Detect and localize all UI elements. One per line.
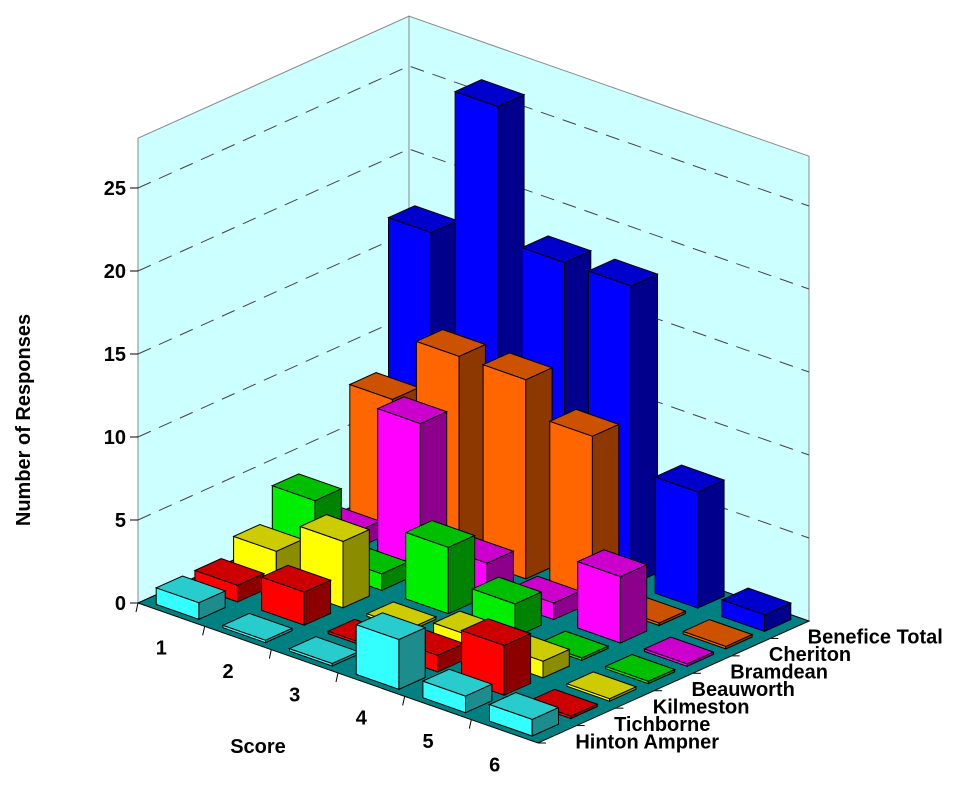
bar-top [604,653,677,682]
bar-top [354,612,427,641]
x-tick [402,696,406,706]
x-axis-title: Score [230,736,286,758]
bar-top [548,408,621,437]
bar-top [460,618,532,646]
x-tick [135,602,139,613]
series-label: Cheriton [769,644,851,666]
y-tick-label: 20 [104,261,126,283]
bar-top [653,464,726,493]
bar [488,692,560,737]
y-tick-label: 25 [104,178,126,200]
bar-side [342,528,370,609]
series-label: Beauworth [692,679,795,701]
bar [481,352,554,580]
bar-top [643,636,715,665]
x-tick [202,626,206,636]
x-tick [335,672,339,683]
bar-top [260,564,332,593]
bar-top [376,396,449,425]
bar-front [654,476,699,609]
chart-bars [154,79,793,737]
bar-top [481,352,554,381]
bar [232,523,304,586]
bar-side [697,479,725,609]
chart-labels: 0 5 10 15 20 25 1 2 3 4 5 6 Hinton AmpnerTichborneKi… [104,178,943,776]
x-tick [468,719,472,729]
bar-side [619,563,648,644]
bar-top [587,258,659,287]
bar [193,557,266,603]
bar-side [458,343,486,557]
bar [576,549,649,644]
bar [604,653,677,685]
bar [681,619,754,650]
bar-top [154,575,227,604]
bar [404,519,477,615]
bar-side [447,534,476,615]
bar-side [630,273,658,586]
x-tick-label: 4 [356,708,368,730]
bar [154,575,227,621]
bar-top [720,587,793,616]
y-tick-label: 5 [115,510,126,532]
x-tick-label: 2 [222,661,233,683]
bar [565,671,638,702]
gridline [137,314,810,456]
bar [421,668,494,714]
x-tick-label: 1 [156,638,167,660]
gridline [137,231,810,373]
series-label: Hinton Ampner [575,731,719,753]
bar-top [681,619,754,647]
x-tick-label: 6 [489,754,500,776]
bar-top [404,519,477,548]
y-tick-label: 10 [104,427,126,449]
bar-top [421,668,494,697]
bar-top [415,329,487,357]
x-tick-label: 5 [422,731,433,753]
bar-top [453,79,526,108]
bar [643,636,715,668]
series-label: Kilmeston [653,696,750,718]
bar [720,587,793,633]
bar-top [470,576,543,605]
bar [354,612,427,691]
x-tick-label: 3 [289,684,300,706]
bar-top [298,514,371,542]
y-tick-label: 0 [115,593,126,615]
bar-top [520,235,593,264]
series-label: Benefice Total [808,627,943,649]
series-label: Bramdean [730,662,828,684]
bar-top [576,549,649,578]
gridline [137,65,810,207]
bar-top [565,671,638,700]
gridline [137,148,810,290]
bar [221,612,294,644]
bar-side [525,367,553,580]
y-tick-label: 15 [104,344,126,366]
bar-top [193,557,266,586]
x-tick [268,649,272,659]
y-axis-title: Number of Responses [13,314,35,526]
bar [288,636,360,667]
bar-top [221,612,294,641]
bar [260,564,332,626]
bar-top [488,692,560,720]
bar [653,464,726,609]
series-label: Tichborne [614,714,710,736]
bar-top [270,473,343,502]
